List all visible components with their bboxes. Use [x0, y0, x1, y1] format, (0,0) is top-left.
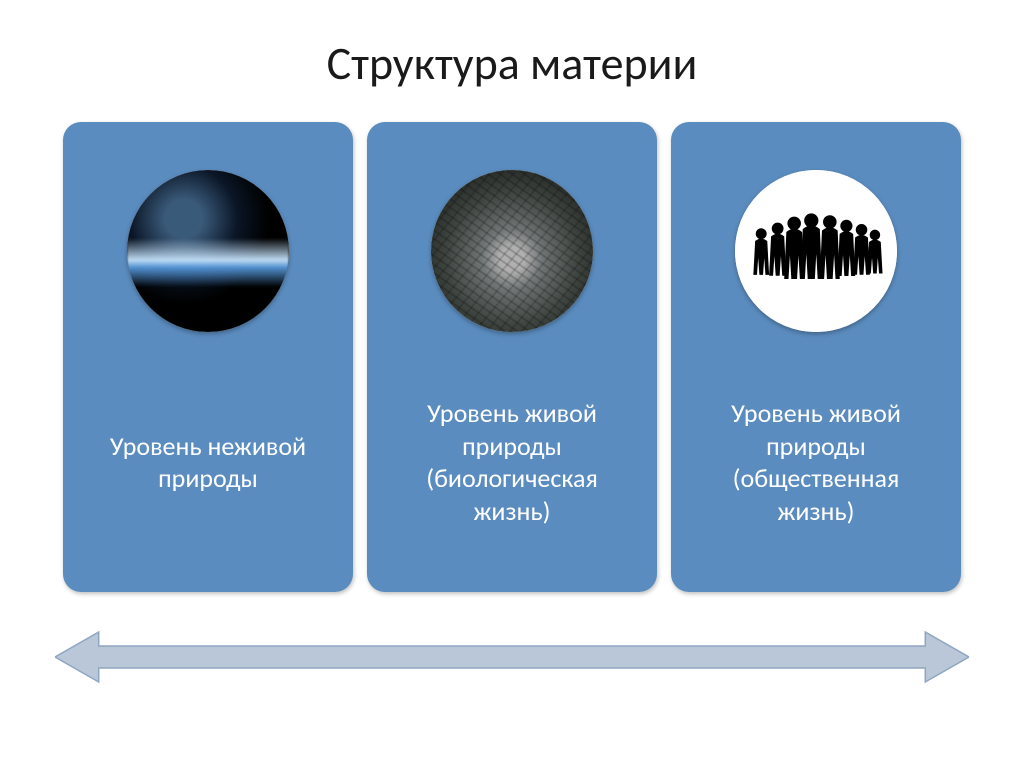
space-image	[127, 170, 289, 332]
card-label: Уровень неживой природы	[81, 430, 335, 495]
card-label: Уровень живой природы (биологическая жиз…	[385, 397, 639, 527]
slide-title: Структура материи	[0, 0, 1024, 122]
people-image	[735, 170, 897, 332]
bidirectional-arrow	[55, 630, 969, 684]
card-biological-life: Уровень живой природы (биологическая жиз…	[367, 122, 657, 592]
arrow-shape	[55, 632, 969, 682]
cards-container: Уровень неживой природы Уровень живой пр…	[0, 122, 1024, 592]
card-social-life: Уровень живой природы (общественная жизн…	[671, 122, 961, 592]
card-inanimate-nature: Уровень неживой природы	[63, 122, 353, 592]
people-group-icon	[735, 170, 897, 332]
bird-nest-icon	[431, 170, 593, 332]
card-label: Уровень живой природы (общественная жизн…	[689, 397, 943, 527]
earth-from-space-icon	[127, 170, 289, 332]
nest-image	[431, 170, 593, 332]
